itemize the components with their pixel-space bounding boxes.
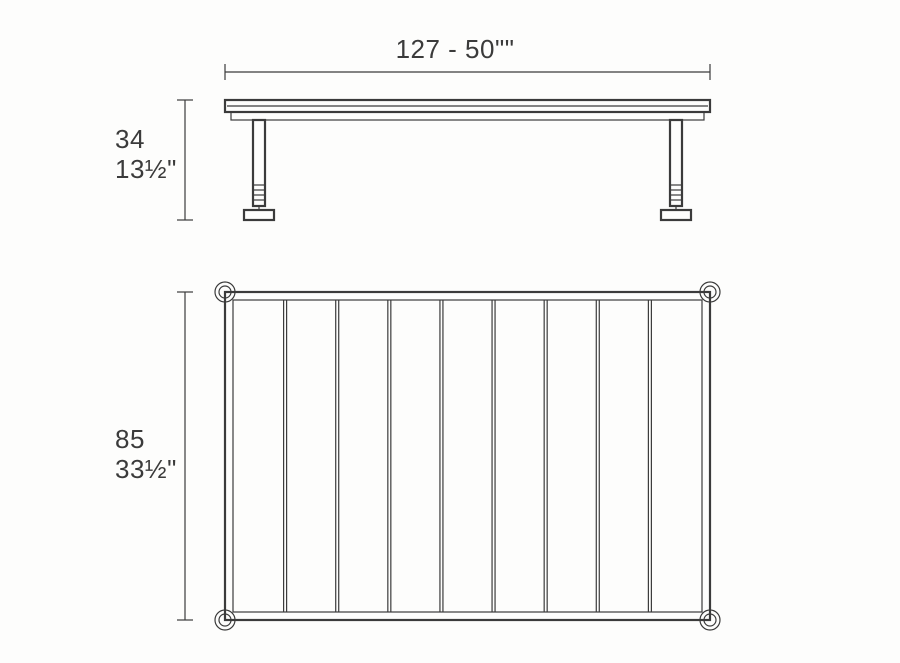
table-side-elevation: [225, 100, 710, 220]
table-top-plan: [215, 282, 720, 630]
dim-width-label: 127 - 50"": [396, 34, 515, 64]
dim-depth-in: 33½": [115, 454, 177, 484]
tech-drawing-svg: 127 - 50"" 34 13½" 85 33½": [0, 0, 900, 663]
dim-height-cm: 34: [115, 124, 145, 154]
dimension-height: 34 13½": [115, 100, 193, 220]
dimension-width: 127 - 50"": [225, 34, 710, 80]
dim-height-in: 13½": [115, 154, 177, 184]
dim-depth-cm: 85: [115, 424, 145, 454]
dimension-depth: 85 33½": [115, 292, 193, 620]
